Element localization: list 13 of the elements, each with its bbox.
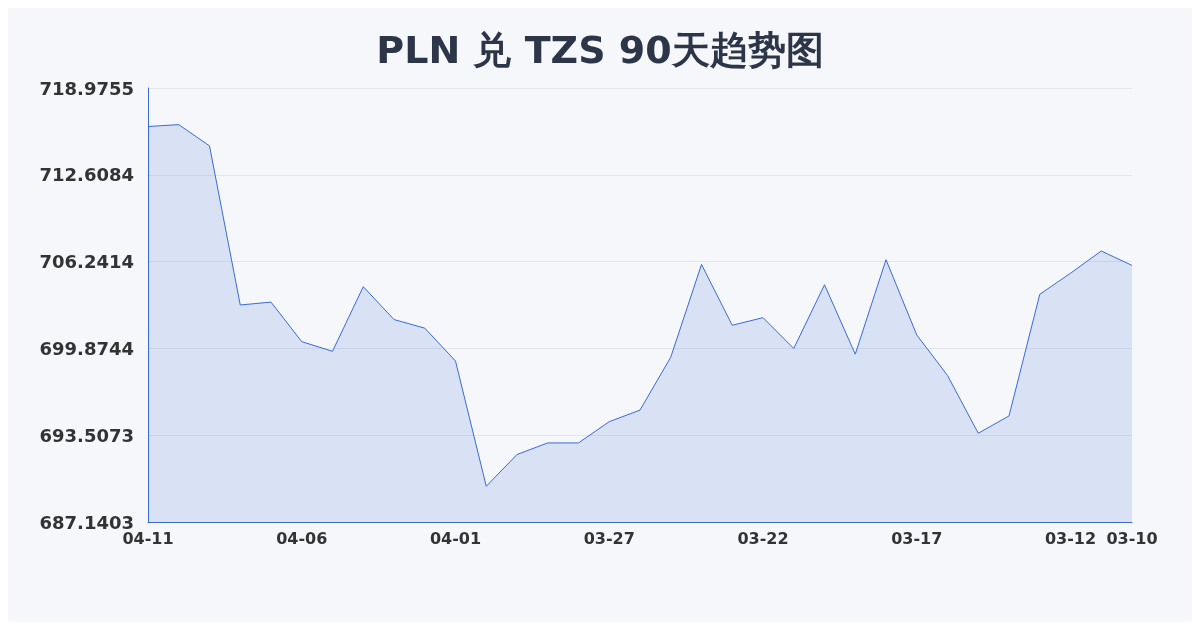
y-tick-label: 718.9755 bbox=[39, 77, 134, 99]
x-tick-label: 03-22 bbox=[737, 528, 789, 548]
y-tick-label: 693.5073 bbox=[39, 424, 134, 446]
x-tick-label: 03-10 bbox=[1106, 528, 1158, 548]
y-tick-label: 706.2414 bbox=[39, 251, 134, 273]
x-tick-label: 03-17 bbox=[891, 528, 943, 548]
y-tick-label: 712.6084 bbox=[39, 164, 134, 186]
y-tick-label: 699.8744 bbox=[39, 337, 134, 359]
x-tick-label: 03-27 bbox=[583, 528, 635, 548]
x-tick-label: 04-06 bbox=[276, 528, 328, 548]
chart-title: PLN 兑 TZS 90天趋势图 bbox=[376, 28, 824, 72]
x-tick-label: 04-01 bbox=[429, 528, 482, 548]
x-tick-label: 03-12 bbox=[1044, 528, 1097, 548]
